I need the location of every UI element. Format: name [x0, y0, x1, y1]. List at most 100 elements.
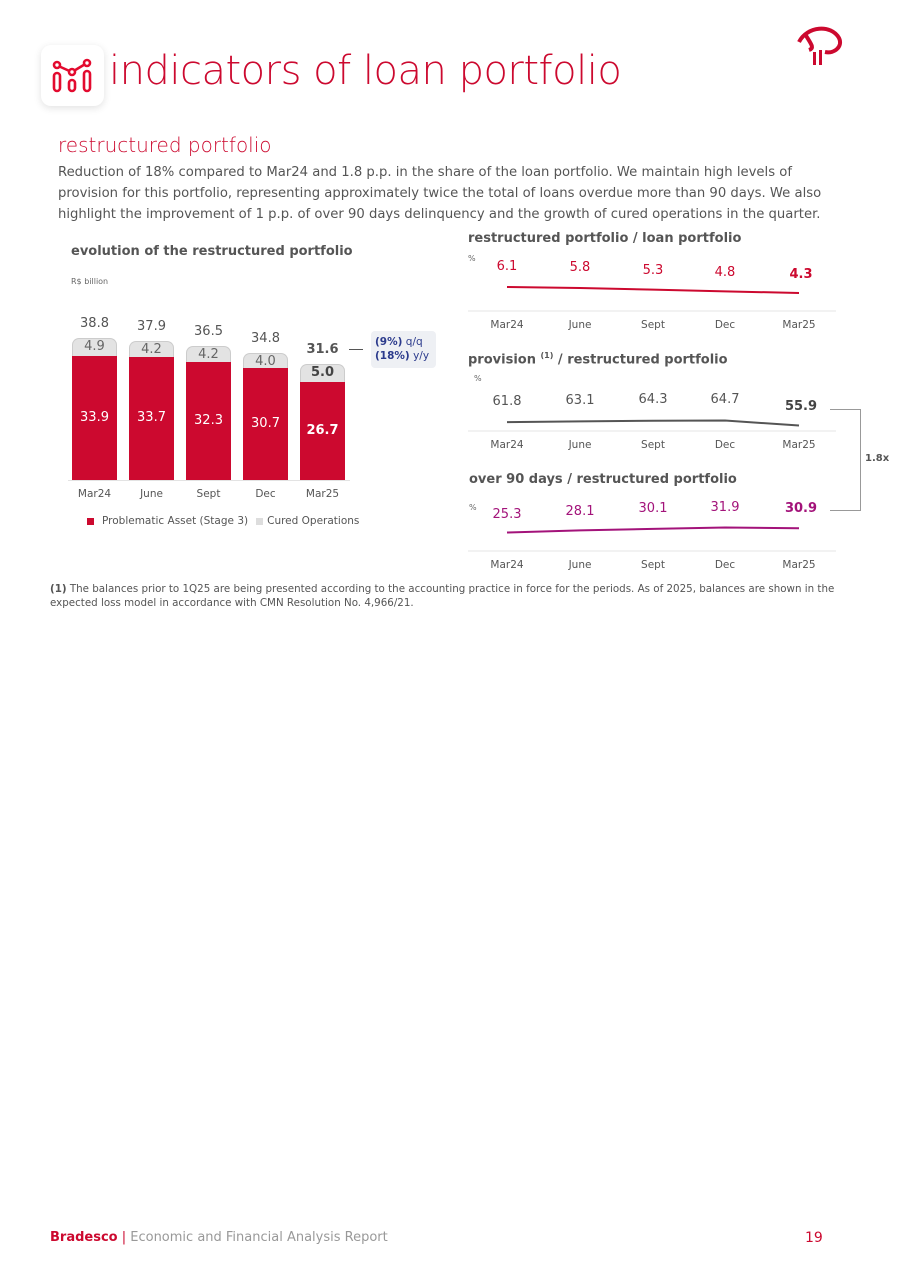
bar-total-label: 37.9	[137, 319, 166, 335]
title-main: provision	[468, 352, 536, 368]
bar-chart-legend: Problematic Asset (Stage 3) Cured Operat…	[87, 515, 359, 527]
footnote: (1) The balances prior to 1Q25 are being…	[50, 582, 850, 610]
data-label: 64.3	[638, 391, 668, 407]
qq-label: q/q	[405, 336, 423, 348]
data-label: 6.1	[496, 258, 518, 274]
bar-label-stage3: 30.7	[251, 415, 280, 431]
x-tick-label: Dec	[714, 439, 736, 451]
data-label: 30.9	[784, 500, 818, 516]
line-chart-1-title: restructured portfolio / loan portfolio	[468, 231, 742, 246]
data-label: 5.8	[569, 260, 591, 276]
bar-label-cured: 5.0	[310, 364, 335, 380]
data-label: 30.1	[638, 501, 668, 517]
qq-value: (9%)	[375, 336, 403, 348]
x-tick-label: Sept	[641, 439, 665, 451]
data-label: 63.1	[565, 392, 595, 408]
legend-swatch-stage3	[87, 517, 94, 525]
series-line	[506, 286, 800, 294]
bar-cured	[72, 337, 117, 356]
bar-label-stage3: 26.7	[306, 423, 339, 439]
x-tick-label: Mar25	[782, 439, 816, 451]
ratio-label: 1.8x	[865, 453, 890, 464]
x-tick-label: Mar24	[77, 488, 112, 500]
series-line	[506, 419, 800, 427]
x-tick-label: Sept	[196, 488, 221, 500]
bar-label-cured: 4.2	[141, 342, 162, 358]
data-label: 28.1	[565, 503, 595, 519]
line-chart-svg	[468, 286, 836, 552]
x-tick-label: Mar25	[782, 319, 816, 331]
bar-stage3	[243, 367, 288, 480]
data-label: 31.9	[710, 499, 740, 515]
data-label: 64.7	[710, 391, 740, 407]
bar-chart-title: evolution of the restructured portfolio	[71, 244, 353, 259]
bar-cured	[243, 352, 288, 368]
legend-label-stage3: Problematic Asset (Stage 3)	[102, 515, 249, 527]
title-rest: / restructured portfolio	[557, 352, 728, 368]
bar-chart-baseline	[68, 480, 350, 481]
x-tick-label: Dec	[714, 319, 736, 331]
bar-stage3	[300, 382, 345, 480]
data-label: 55.9	[784, 398, 818, 414]
bar-total-label: 36.5	[194, 324, 223, 340]
series-line	[506, 526, 800, 534]
ratio-bracket	[830, 409, 861, 511]
x-tick-label: Dec	[714, 559, 736, 571]
title-footnote-ref: (1)	[540, 351, 554, 360]
bar-total-label: 38.8	[80, 315, 109, 331]
footer-report: Economic and Financial Analysis Report	[130, 1230, 388, 1245]
x-tick-label: Mar24	[490, 559, 524, 571]
section-icon-box	[41, 45, 104, 106]
footnote-text: The balances prior to 1Q25 are being pre…	[50, 583, 835, 609]
data-label: 4.8	[714, 264, 736, 280]
data-label: 5.3	[642, 262, 664, 278]
bar-label-cured: 4.9	[84, 338, 105, 354]
section-intro: Reduction of 18% compared to Mar24 and 1…	[58, 165, 822, 222]
x-tick-label: June	[568, 439, 592, 451]
section-subtitle: restructured portfolio	[58, 133, 272, 157]
line-charts: 6.1 Mar24 5.8 June 5.3 Sept 4.8 Dec 4.3 Mar25 61.8…	[0, 0, 899, 600]
x-tick-label: June	[568, 559, 592, 571]
line-chart-1-unit: %	[468, 254, 476, 263]
bar-label-cured: 4.2	[198, 347, 219, 363]
page-title: indicators of loan portfolio	[109, 48, 622, 94]
yy-value: (18%)	[375, 350, 410, 362]
bar-total-label: 31.6	[306, 341, 339, 357]
bar-label-stage3: 33.7	[137, 410, 166, 426]
footnote-marker: (1)	[50, 583, 67, 595]
line-chart-3-title: over 90 days / restructured portfolio	[469, 472, 737, 487]
legend-label-cured: Cured Operations	[267, 515, 360, 527]
footer-separator: |	[117, 1230, 131, 1245]
bar-cured	[300, 363, 345, 383]
bar-total-label: 34.8	[251, 330, 280, 346]
footer-brand: Bradesco	[50, 1230, 118, 1245]
chart-indicator-icon	[52, 58, 92, 93]
data-label: 4.3	[789, 267, 813, 283]
annotation-connector	[349, 349, 363, 350]
bar-chart-unit: R$ billion	[71, 277, 109, 286]
x-tick-label: June	[568, 319, 592, 331]
line-chart-2-title: provision (1) / restructured portfolio	[468, 351, 728, 367]
x-tick-label: Sept	[641, 559, 665, 571]
x-tick-label: June	[140, 488, 163, 500]
bradesco-logo	[795, 22, 845, 72]
bar-label-stage3: 32.3	[194, 412, 223, 428]
x-tick-label: Mar25	[305, 488, 340, 500]
x-tick-label: Mar24	[490, 319, 524, 331]
x-tick-label: Dec	[255, 488, 276, 500]
page-number: 19	[805, 1230, 823, 1246]
bar-stage3	[129, 356, 174, 480]
data-label: 61.8	[492, 393, 522, 409]
data-label: 25.3	[492, 506, 522, 522]
bar-label-cured: 4.0	[255, 353, 276, 369]
bar-stage3	[186, 361, 231, 480]
bar-chart: 33.9 4.9 38.8 Mar24 33.7 4.2 37.9 June 32.3 4.2 36…	[0, 0, 899, 560]
line-chart-3-unit: %	[469, 503, 477, 512]
bar-cured	[186, 346, 231, 362]
line-chart-2-unit: %	[474, 374, 482, 383]
x-tick-label: Sept	[641, 319, 665, 331]
page-footer: Bradesco | Economic and Financial Analys…	[50, 1230, 388, 1245]
yy-label: y/y	[413, 350, 430, 362]
x-tick-label: Mar25	[782, 559, 816, 571]
x-tick-label: Mar24	[490, 439, 524, 451]
